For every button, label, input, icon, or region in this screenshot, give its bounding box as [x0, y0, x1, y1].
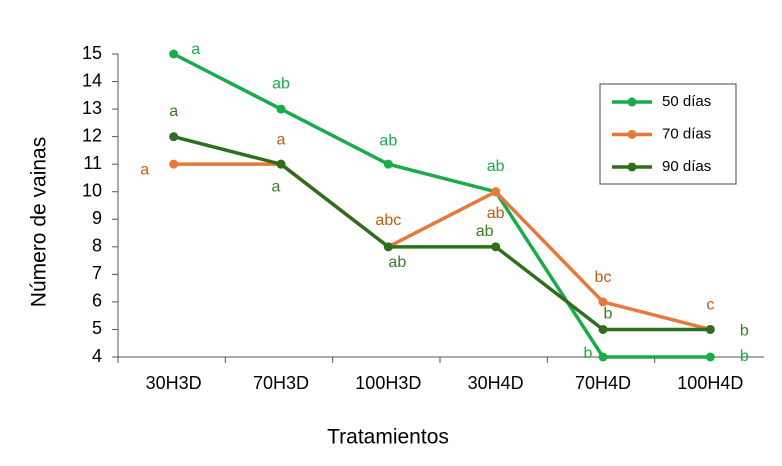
x-tick-label: 30H4D: [468, 373, 524, 393]
significance-letter: a: [277, 131, 286, 148]
y-tick-label: 4: [92, 346, 102, 366]
legend-marker: [627, 97, 637, 107]
legend-label: 70 días: [662, 125, 711, 142]
marker: [598, 352, 608, 362]
significance-letter: c: [706, 297, 714, 314]
marker: [598, 297, 608, 307]
significance-letter: b: [584, 345, 593, 362]
legend-label: 90 días: [662, 158, 711, 175]
y-tick-label: 5: [92, 318, 102, 338]
x-tick-label: 100H4D: [677, 373, 743, 393]
significance-letter: ab: [272, 75, 290, 92]
significance-letter: b: [740, 348, 749, 365]
line: [172, 52, 711, 359]
significance-letter: a: [272, 178, 281, 195]
marker: [705, 352, 715, 362]
marker: [491, 242, 501, 252]
significance-letter: a: [140, 161, 149, 178]
marker: [169, 49, 179, 59]
legend-marker: [627, 162, 637, 172]
x-tick-label: 30H3D: [146, 373, 202, 393]
significance-letter: a: [191, 41, 200, 58]
marker: [169, 159, 179, 169]
marker: [598, 324, 608, 334]
y-tick-label: 8: [92, 236, 102, 256]
x-axis-title: Tratamientos: [327, 426, 449, 449]
x-tick-label: 70H4D: [575, 373, 631, 393]
marker: [383, 159, 393, 169]
y-axis-title: Número de vainas: [28, 137, 51, 307]
line: [173, 162, 711, 332]
significance-letter: abc: [375, 212, 401, 229]
y-tick-label: 11: [83, 153, 102, 173]
y-tick-label: 10: [82, 180, 102, 200]
marker: [276, 159, 286, 169]
significance-letter: ab: [487, 158, 505, 175]
y-tick-label: 14: [82, 70, 102, 90]
marker: [705, 324, 715, 334]
significance-letter: ab: [379, 132, 397, 149]
significance-letter: b: [604, 306, 613, 323]
y-tick-label: 7: [92, 263, 102, 283]
significance-letter: ab: [476, 223, 494, 240]
significance-letter: a: [169, 103, 178, 120]
y-tick-label: 12: [82, 125, 102, 145]
legend-marker: [627, 130, 637, 139]
significance-letter: b: [740, 323, 749, 340]
y-tick-label: 15: [82, 43, 102, 63]
legend-label: 50 días: [662, 93, 711, 110]
y-tick-label: 9: [92, 208, 102, 228]
marker: [491, 187, 501, 197]
marker: [169, 132, 179, 142]
y-tick-label: 13: [82, 98, 102, 118]
line: [173, 134, 711, 332]
marker: [383, 242, 393, 252]
significance-letter: ab: [388, 254, 406, 271]
significance-letter: ab: [487, 205, 505, 222]
marker: [276, 104, 286, 114]
significance-letter: bc: [595, 269, 612, 286]
x-tick-label: 100H3D: [355, 373, 421, 393]
x-tick-label: 70H3D: [253, 373, 309, 393]
y-tick-label: 6: [92, 291, 102, 311]
